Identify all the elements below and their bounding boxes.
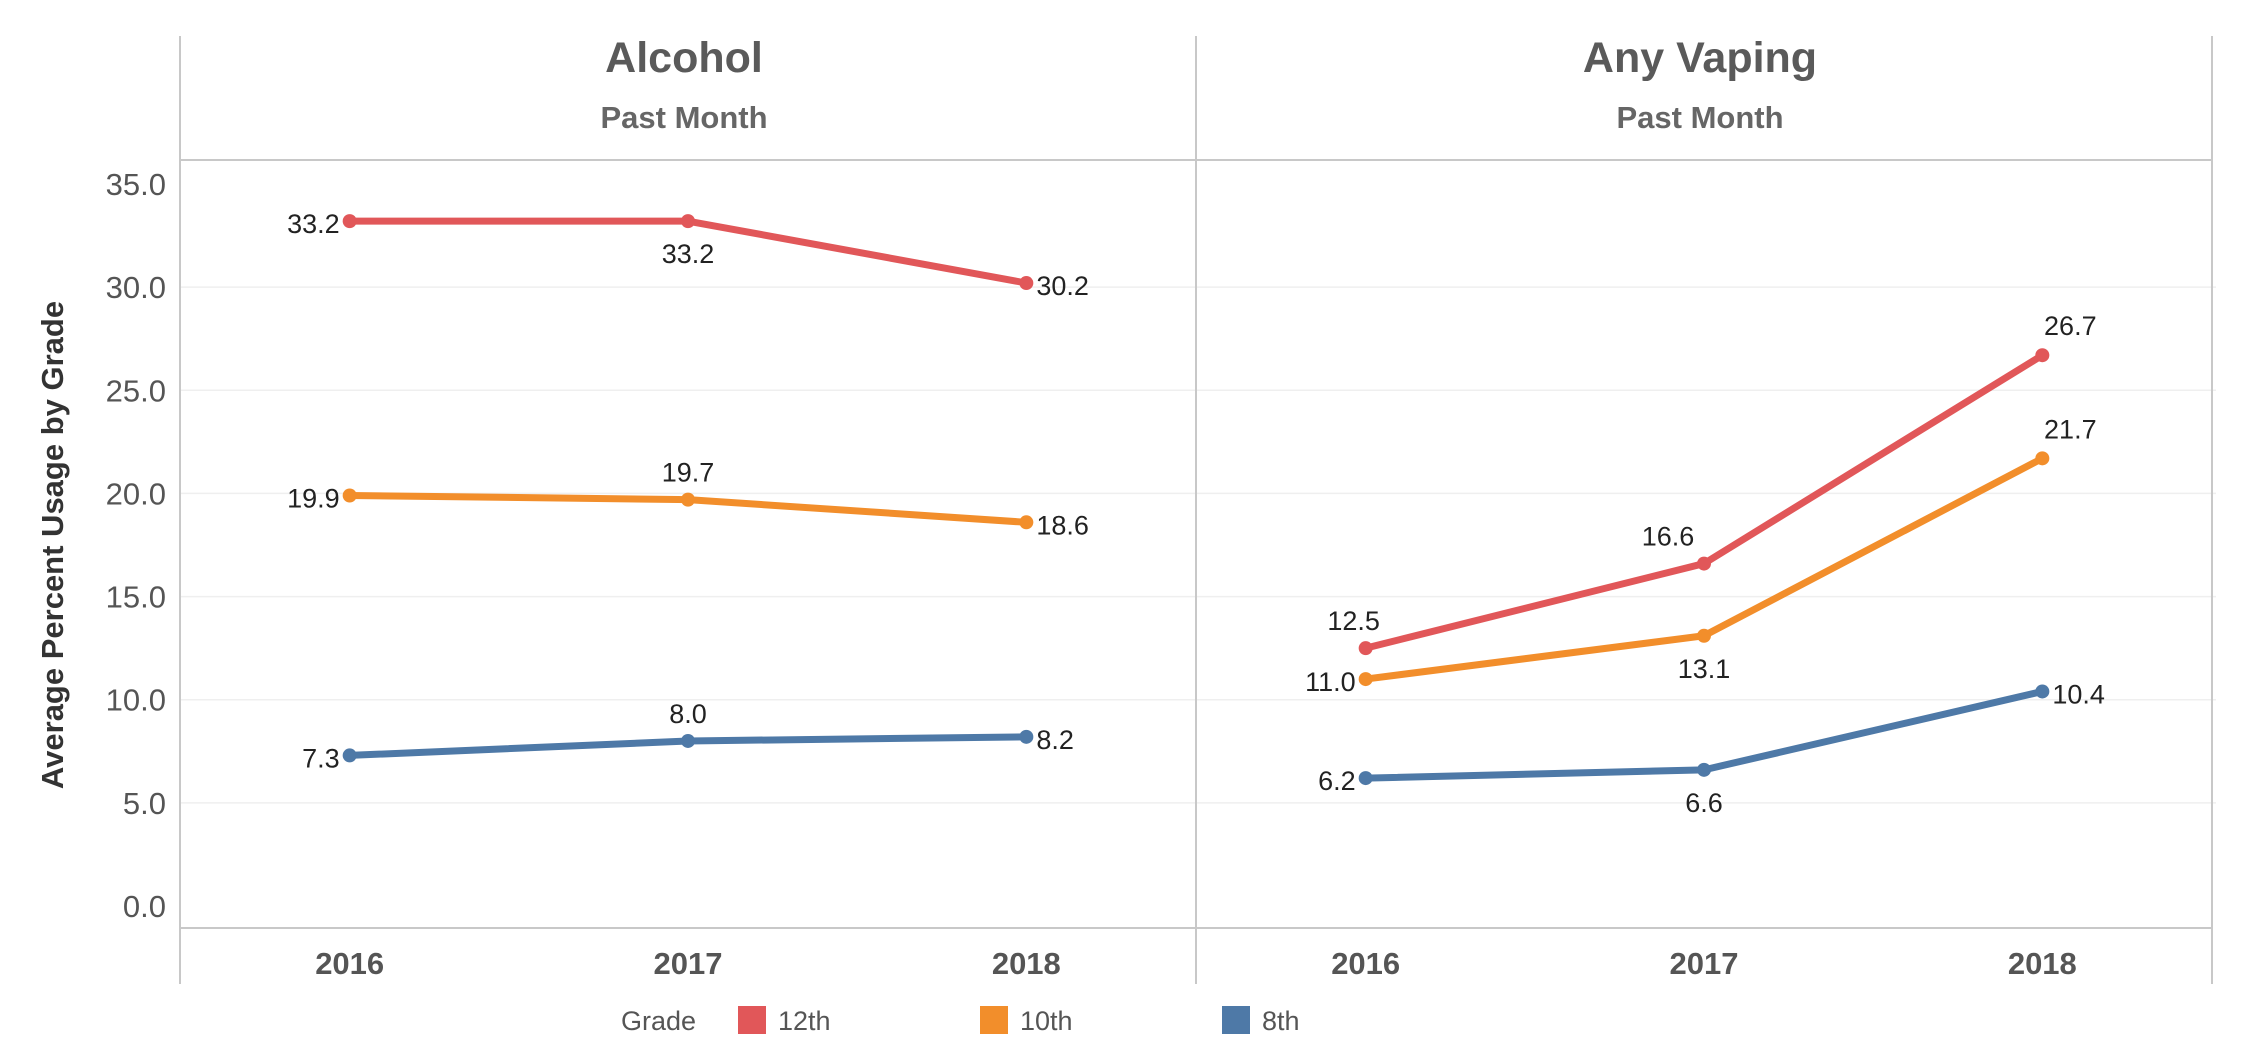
data-label: 21.7 <box>2044 414 2097 444</box>
y-tick-label: 15.0 <box>106 580 166 615</box>
data-label: 19.7 <box>662 458 715 488</box>
data-label: 18.6 <box>1036 510 1089 540</box>
data-point <box>1358 771 1373 786</box>
data-label: 7.3 <box>302 743 340 773</box>
data-point <box>342 488 357 503</box>
data-point <box>1019 729 1034 744</box>
panel-title-1: Alcohol <box>605 34 763 82</box>
legend-label-10th: 10th <box>1020 1006 1073 1036</box>
series-line-12th-2 <box>1362 351 2046 652</box>
y-axis-title: Average Percent Usage by Grade <box>35 301 70 789</box>
y-tick-label: 0.0 <box>123 889 166 924</box>
panel-subtitle-2: Past Month <box>1616 100 1783 135</box>
data-point <box>1019 276 1034 291</box>
data-label: 16.6 <box>1642 522 1695 552</box>
legend-swatch-8th <box>1222 1006 1250 1034</box>
data-point <box>1358 672 1373 687</box>
legend-swatch-12th <box>738 1006 766 1034</box>
data-label: 19.9 <box>287 483 340 513</box>
y-tick-label: 20.0 <box>106 476 166 511</box>
data-label: 6.2 <box>1318 766 1356 796</box>
data-point <box>2035 348 2050 363</box>
x-tick-label: 2017 <box>1670 946 1739 981</box>
data-point <box>681 492 695 507</box>
data-point <box>681 733 695 748</box>
data-label: 26.7 <box>2044 311 2097 341</box>
data-point <box>1697 556 1711 571</box>
y-tick-label: 25.0 <box>106 373 166 408</box>
data-point <box>1019 515 1034 530</box>
x-tick-label: 2017 <box>654 946 723 981</box>
panel-title-2: Any Vaping <box>1583 34 1817 82</box>
data-point <box>2035 451 2050 466</box>
data-label: 33.2 <box>287 209 340 239</box>
data-label: 30.2 <box>1036 271 1089 301</box>
y-tick-label: 35.0 <box>106 167 166 202</box>
legend-label-8th: 8th <box>1262 1006 1300 1036</box>
legend-swatch-10th <box>980 1006 1008 1034</box>
data-label: 8.0 <box>669 699 707 729</box>
data-point <box>342 748 357 763</box>
x-tick-label: 2018 <box>2008 946 2077 981</box>
data-label: 6.6 <box>1685 788 1723 818</box>
data-point <box>681 214 695 229</box>
x-tick-label: 2016 <box>315 946 384 981</box>
data-point <box>1358 641 1373 656</box>
legend-title: Grade <box>621 1006 696 1036</box>
data-label: 12.5 <box>1327 606 1380 636</box>
panel-subtitle-1: Past Month <box>600 100 767 135</box>
data-label: 8.2 <box>1036 725 1074 755</box>
data-label: 13.1 <box>1678 654 1731 684</box>
data-label: 33.2 <box>662 239 715 269</box>
y-tick-label: 10.0 <box>106 683 166 718</box>
data-label: 11.0 <box>1305 667 1356 697</box>
data-label: 10.4 <box>2052 679 2105 709</box>
y-tick-label: 30.0 <box>106 270 166 305</box>
x-tick-label: 2016 <box>1331 946 1400 981</box>
data-point <box>342 214 357 229</box>
data-point <box>1697 628 1711 643</box>
x-tick-label: 2018 <box>992 946 1061 981</box>
data-point <box>2035 684 2050 699</box>
legend-label-12th: 12th <box>778 1006 831 1036</box>
data-point <box>1697 762 1711 777</box>
y-tick-label: 5.0 <box>123 786 166 821</box>
